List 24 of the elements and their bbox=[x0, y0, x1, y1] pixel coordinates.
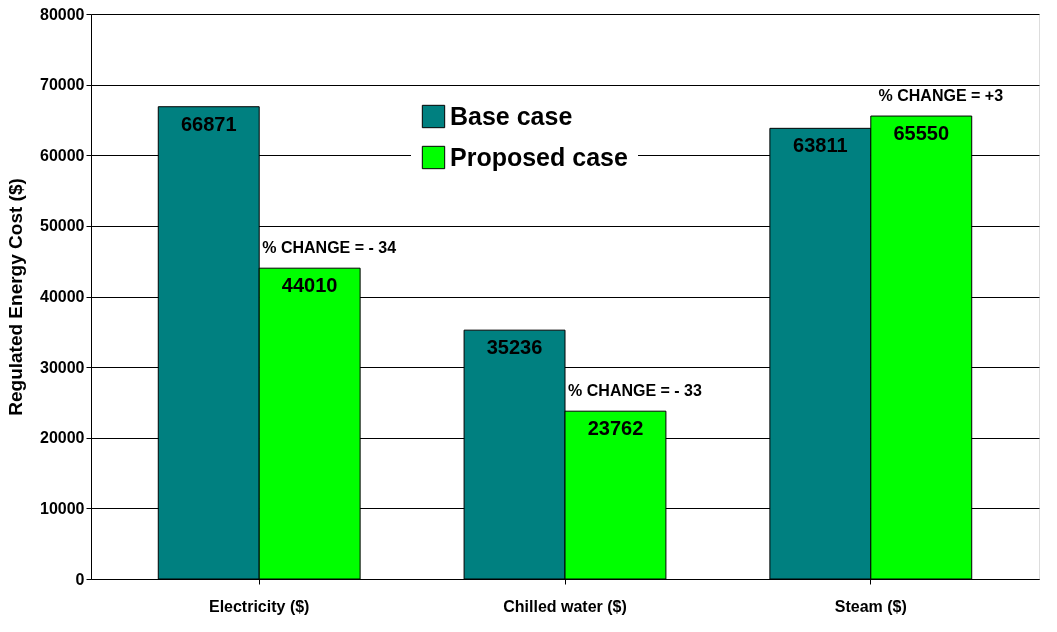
y-tick-label: 70000 bbox=[40, 76, 85, 94]
x-tick-label: Chilled water ($) bbox=[503, 597, 627, 615]
legend-label: Base case bbox=[450, 101, 573, 130]
y-tick-label: 40000 bbox=[40, 288, 85, 305]
annotation: % CHANGE = +3 bbox=[878, 87, 1004, 105]
data-label: 63811 bbox=[793, 134, 848, 157]
annotation: % CHANGE = - 33 bbox=[568, 382, 703, 400]
y-tick-label: 0 bbox=[75, 570, 85, 588]
y-axis-title: Regulated Energy Cost ($) bbox=[5, 178, 27, 416]
y-tick-label: 80000 bbox=[40, 5, 85, 23]
data-label: 35236 bbox=[486, 336, 543, 359]
annotation: % CHANGE = - 34 bbox=[262, 239, 397, 257]
y-tick-label: 60000 bbox=[40, 146, 85, 164]
x-tick-label: Steam ($) bbox=[834, 597, 907, 615]
data-label: 65550 bbox=[893, 122, 950, 145]
y-tick-label: 10000 bbox=[40, 499, 85, 517]
legend-label: Proposed case bbox=[450, 142, 628, 171]
data-label: 66871 bbox=[180, 112, 237, 135]
y-tick-label: 20000 bbox=[40, 429, 85, 447]
y-tick-label: 50000 bbox=[40, 217, 85, 235]
data-label: 23762 bbox=[587, 417, 644, 440]
data-label: 44010 bbox=[281, 274, 338, 297]
y-tick-label: 30000 bbox=[40, 358, 85, 376]
x-tick-label: Electricity ($) bbox=[208, 597, 310, 615]
